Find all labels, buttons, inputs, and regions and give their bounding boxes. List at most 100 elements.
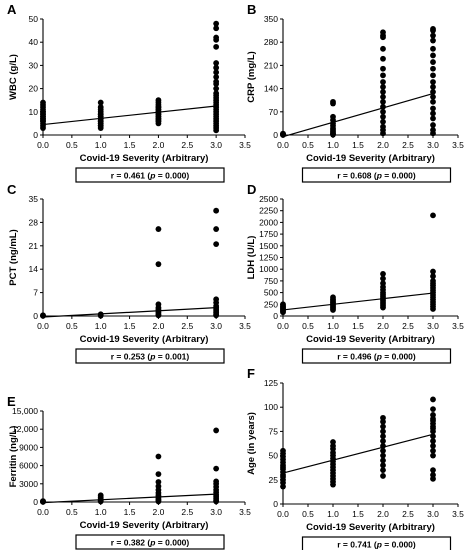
- p-symbol: p: [149, 538, 155, 548]
- p-symbol: p: [149, 171, 155, 181]
- p-symbol: p: [149, 352, 155, 362]
- data-point: [380, 55, 386, 62]
- data-point: [213, 60, 220, 66]
- y-tick-label: 40: [29, 37, 39, 47]
- data-point: [380, 438, 386, 444]
- data-point: [213, 25, 220, 32]
- y-tick-label: 9000: [19, 442, 38, 452]
- data-point: [213, 90, 220, 97]
- data-point: [430, 98, 436, 105]
- x-tick-label: 1.0: [95, 140, 107, 150]
- data-point: [213, 296, 220, 303]
- regression-line: [42, 105, 217, 126]
- data-point: [380, 447, 386, 454]
- data-point: [430, 32, 436, 39]
- x-tick-label: 3.0: [210, 321, 222, 331]
- data-point: [380, 72, 386, 79]
- x-tick-label: 0.5: [66, 507, 78, 517]
- panel-b: B 0 70 140 210 280 350 0.0 0.5 1.0 1.5 2.0 2.5 3.0 3.5…: [246, 2, 464, 183]
- data-point: [155, 453, 162, 460]
- data-point: [213, 74, 220, 80]
- y-tick-label: 14: [29, 264, 39, 274]
- y-tick-label: 1250: [259, 253, 278, 263]
- stat-text: r = 0.253 (p = 0.001): [111, 352, 190, 362]
- data-point: [430, 127, 436, 133]
- data-point: [430, 278, 436, 284]
- panel-letter: B: [247, 2, 256, 17]
- x-tick-label: 2.0: [377, 321, 389, 331]
- data-point: [380, 457, 386, 464]
- x-tick-label: 2.5: [181, 321, 193, 331]
- x-tick-label: 2.0: [377, 140, 389, 150]
- y-tick-label: 50: [29, 14, 39, 24]
- x-tick-label: 0.0: [277, 509, 289, 519]
- y-tick-label: 6000: [19, 461, 38, 471]
- data-point: [330, 439, 336, 445]
- x-tick-label: 1.0: [327, 509, 339, 519]
- data-point: [213, 43, 220, 50]
- y-axis-label: Ferritin (ng/L): [8, 426, 19, 488]
- x-tick-label: 2.5: [181, 140, 193, 150]
- x-tick-label: 0.5: [66, 321, 78, 331]
- data-point: [380, 89, 386, 95]
- p-symbol: p: [376, 171, 382, 181]
- y-tick-label: 0: [273, 499, 278, 509]
- y-tick-label: 1500: [259, 241, 278, 251]
- x-tick-label: 2.5: [402, 140, 414, 150]
- panel-c: C 0 7 14 21 28 35 0.0 0.5 1.0 1.5 2.0 2.5 3.0 3.5 Covid…: [7, 182, 251, 364]
- y-tick-label: 2250: [259, 206, 278, 216]
- data-point: [213, 64, 220, 71]
- data-point: [380, 65, 386, 72]
- x-tick-label: 0.0: [277, 321, 289, 331]
- x-axis-label: Covid-19 Severity (Arbitrary): [306, 522, 435, 533]
- x-tick-label: 0.5: [302, 509, 314, 519]
- data-point: [213, 34, 220, 41]
- data-point: [213, 241, 220, 248]
- panel-letter: A: [7, 2, 17, 17]
- data-point: [280, 301, 286, 308]
- data-point: [380, 423, 386, 430]
- data-point: [430, 412, 436, 418]
- data-point: [380, 433, 386, 440]
- y-tick-label: 2000: [259, 217, 278, 227]
- y-tick-label: 7: [33, 288, 38, 298]
- stat-box: [75, 348, 225, 364]
- x-tick-label: 3.5: [239, 321, 251, 331]
- x-tick-label: 0.0: [37, 140, 49, 150]
- data-point: [380, 428, 386, 435]
- stat-box: [301, 348, 452, 364]
- y-tick-label: 210: [264, 60, 278, 70]
- data-point: [330, 294, 336, 301]
- y-tick-label: 0: [273, 311, 278, 321]
- x-tick-label: 1.5: [352, 140, 364, 150]
- y-tick-label: 30: [29, 60, 39, 70]
- data-point: [380, 280, 386, 287]
- x-tick-label: 0.5: [66, 140, 78, 150]
- data-point: [430, 105, 436, 112]
- data-point: [40, 498, 46, 504]
- data-point: [380, 123, 386, 130]
- panel-letter: F: [247, 366, 255, 381]
- data-point: [380, 118, 386, 125]
- data-point: [430, 438, 436, 444]
- stat-text: r = 0.461 (p = 0.000): [111, 171, 190, 181]
- panel-f: F 0 25 50 75 100 125 0.0 0.5 1.0 1.5 2.0 2.5 3.0 3.5 Co…: [246, 366, 464, 550]
- data-point: [97, 99, 104, 106]
- data-point: [430, 472, 436, 478]
- x-tick-label: 3.5: [452, 509, 464, 519]
- x-tick-label: 0.5: [302, 140, 314, 150]
- x-tick-label: 0.0: [37, 321, 49, 331]
- data-point: [380, 93, 386, 100]
- data-point: [430, 72, 436, 79]
- x-tick-label: 3.0: [427, 140, 439, 150]
- x-tick-label: 1.5: [124, 321, 136, 331]
- x-tick-label: 1.0: [327, 321, 339, 331]
- data-point: [213, 226, 220, 232]
- x-tick-label: 1.5: [352, 509, 364, 519]
- regression-line: [42, 307, 217, 318]
- x-tick-label: 2.5: [181, 507, 193, 517]
- data-point: [280, 130, 286, 137]
- panel-d: D025050075010001250150017502000225025000…: [246, 182, 464, 364]
- data-point: [213, 207, 220, 214]
- data-point: [330, 113, 336, 120]
